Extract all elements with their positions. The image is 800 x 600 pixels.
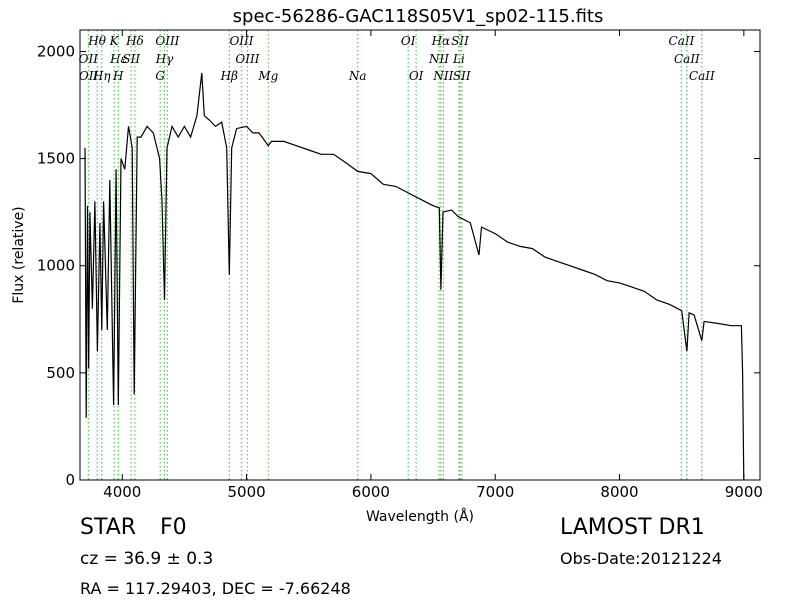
spectral-line-label: Hγ xyxy=(155,52,174,66)
x-axis-label: Wavelength (Å) xyxy=(366,508,474,525)
y-axis-label: Flux (relative) xyxy=(11,206,27,303)
redshift: cz = 36.9 ± 0.3 xyxy=(80,549,213,569)
x-tick-label: 4000 xyxy=(103,483,141,501)
spectral-line-label: CaII xyxy=(674,52,700,66)
spectral-line-label: SII xyxy=(122,52,140,66)
x-tick-label: 8000 xyxy=(600,483,638,501)
y-tick-label: 2000 xyxy=(37,42,75,60)
obs-date: Obs-Date:20121224 xyxy=(560,549,722,568)
spectrum-line xyxy=(84,72,745,481)
spectral-line-label: H xyxy=(112,69,124,83)
spectral-line-label: Na xyxy=(348,69,367,83)
spectral-line-label: Hη xyxy=(92,69,111,83)
subclass: F0 xyxy=(160,515,187,540)
spectral-line-label: OI xyxy=(409,69,424,83)
spectral-line-label: OI xyxy=(401,34,416,48)
plot-frame xyxy=(79,29,761,481)
spectral-line-label: OIII xyxy=(229,34,253,48)
spectral-line-label: NII xyxy=(432,69,453,83)
spectral-line-label: Hβ xyxy=(220,69,238,83)
spectral-line-label: OII xyxy=(79,69,99,83)
spectral-line-label: Hθ xyxy=(87,34,106,48)
chart-title: spec-56286-GAC118S05V1_sp02-115.fits xyxy=(233,6,604,27)
x-tick-label: 6000 xyxy=(352,483,390,501)
x-tick-label: 7000 xyxy=(476,483,514,501)
spectral-line-label: SII xyxy=(453,69,471,83)
y-tick-label: 1500 xyxy=(37,150,75,168)
spectral-line-label: Hδ xyxy=(125,34,144,48)
x-tick-label: 9000 xyxy=(725,483,763,501)
spectral-line-label: CaII xyxy=(669,34,695,48)
spectral-line-label: Mg xyxy=(257,69,278,83)
x-tick-label: 5000 xyxy=(227,483,265,501)
y-tick-label: 500 xyxy=(46,364,75,382)
spectral-line-label: OIII xyxy=(155,34,179,48)
survey: LAMOST DR1 xyxy=(560,515,705,540)
object-class: STAR xyxy=(80,515,136,540)
y-tick-label: 1000 xyxy=(37,257,75,275)
spectral-line-label: SII xyxy=(451,34,469,48)
spectral-line-label: NII xyxy=(428,52,449,66)
spectral-line-label: G xyxy=(155,69,165,83)
spectral-line-label: Hα xyxy=(431,34,451,48)
spectral-line-label: Li xyxy=(452,52,465,66)
coordinates: RA = 117.29403, DEC = -7.66248 xyxy=(80,579,351,598)
spectral-line-label: K xyxy=(109,34,120,48)
spectral-line-label: OIII xyxy=(235,52,259,66)
y-tick-label: 0 xyxy=(65,471,75,489)
spectral-line-label: CaII xyxy=(689,69,715,83)
